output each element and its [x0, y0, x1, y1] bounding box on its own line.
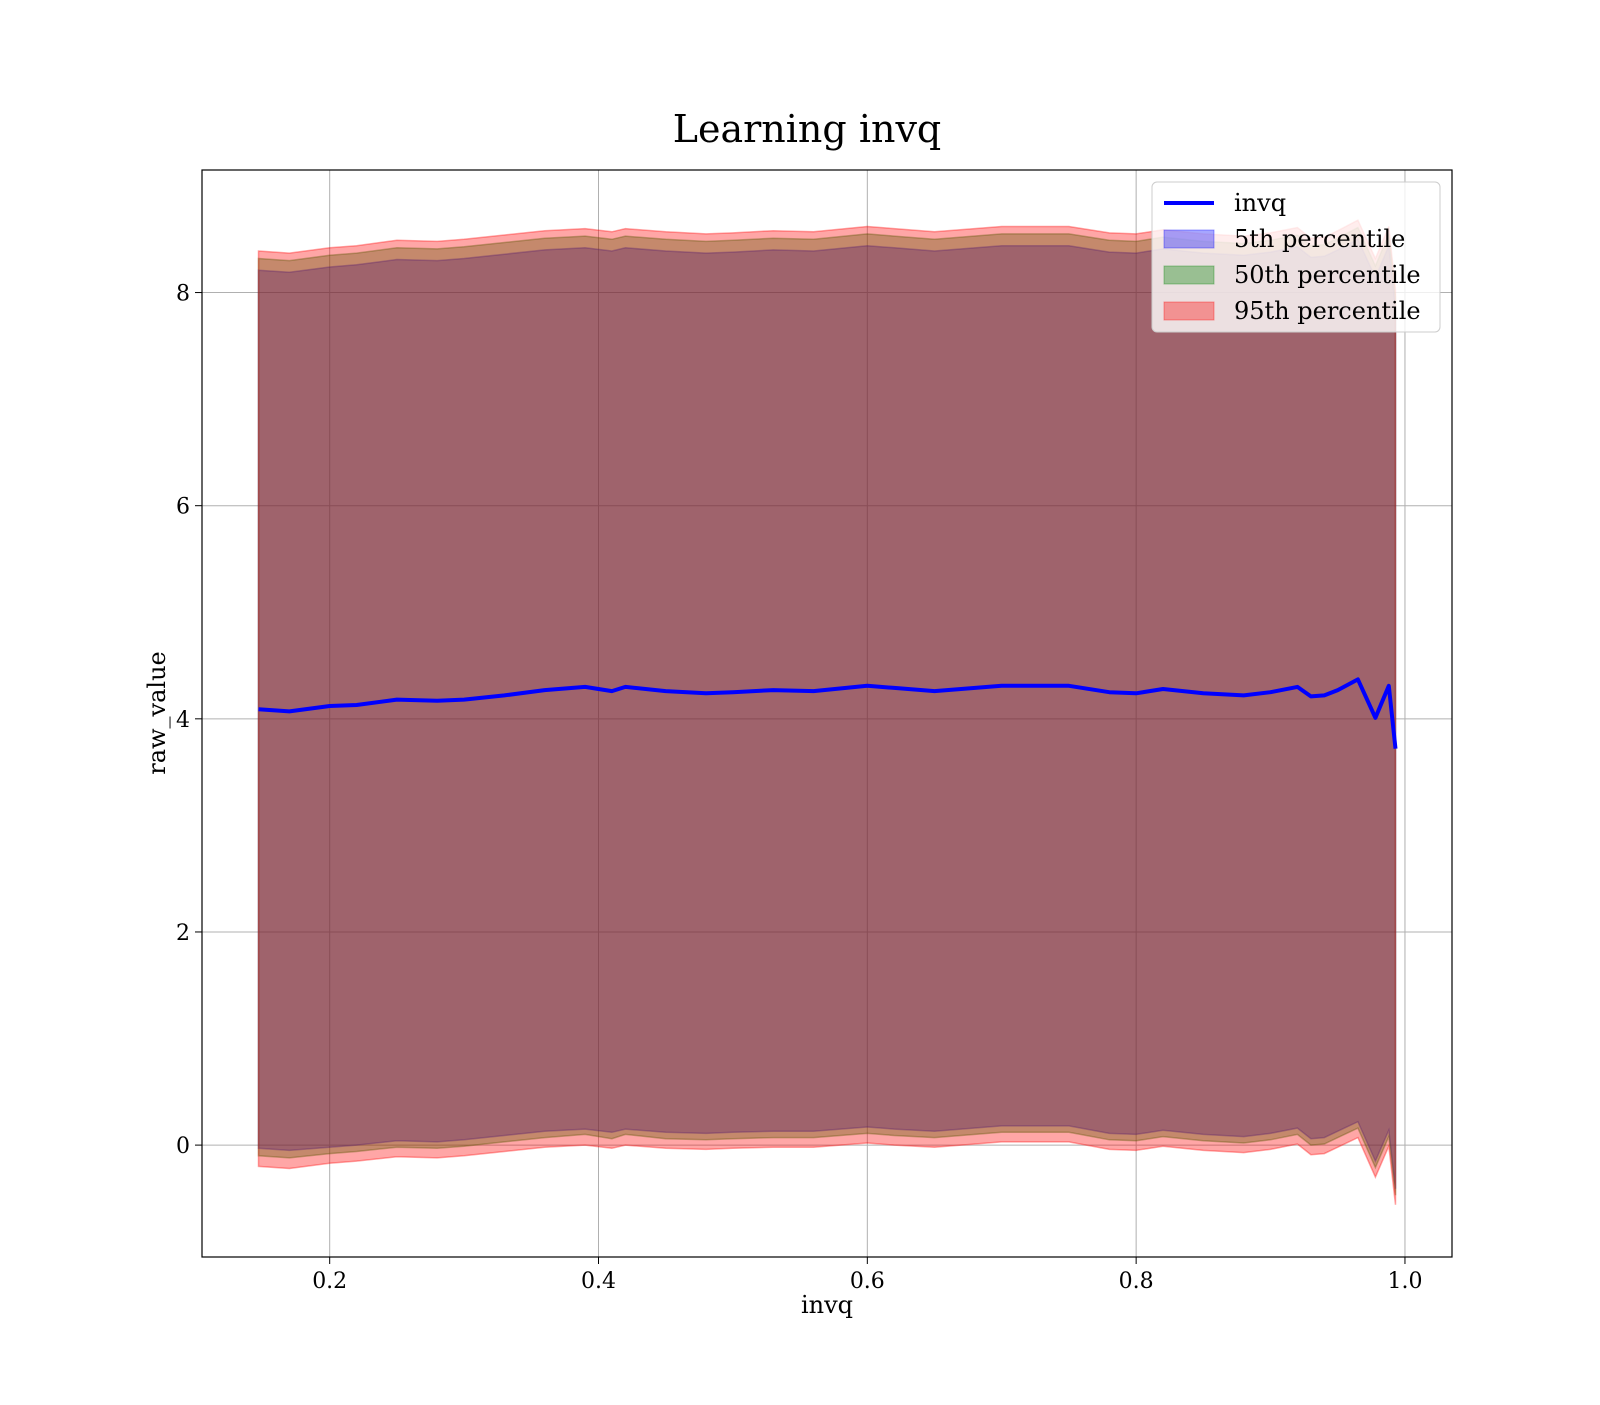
plot-frame — [201, 169, 1453, 1258]
legend-label-invq: invq — [1234, 189, 1286, 217]
legend-swatch-5th-percentile — [1163, 229, 1215, 249]
y-tick-label: 2 — [176, 921, 190, 946]
y-tick-label: 4 — [176, 708, 190, 733]
legend: invq 5th percentile 50th percentile 95th pe… — [1151, 181, 1441, 333]
y-tick-label: 0 — [176, 1134, 190, 1159]
legend-box — [1151, 181, 1441, 333]
legend-label-5th-percentile: 5th percentile — [1234, 225, 1405, 253]
legend-swatch-50th-percentile — [1163, 265, 1215, 285]
legend-swatch-95th-percentile — [1163, 301, 1215, 321]
y-tick-label: 8 — [176, 282, 190, 307]
50th-percentile-band — [257, 226, 1397, 1196]
series-lines — [258, 677, 1398, 749]
x-tick-label: 0.4 — [581, 1269, 616, 1294]
95th-percentile-band — [257, 219, 1397, 1205]
invq-line — [258, 677, 1398, 749]
y-axis-label: raw_value — [143, 651, 171, 775]
x-tick-label: 1.0 — [1387, 1269, 1422, 1294]
legend-label-95th-percentile: 95th percentile — [1234, 297, 1421, 325]
y-tick-label: 6 — [176, 495, 190, 520]
axis-ticks: 0.2 0.4 0.6 0.8 1.0 0 2 4 6 8 — [176, 282, 1422, 1294]
percentile-bands — [257, 219, 1397, 1205]
x-tick-label: 0.8 — [1119, 1269, 1154, 1294]
x-tick-label: 0.2 — [312, 1269, 347, 1294]
chart-title: Learning invq — [673, 107, 941, 151]
legend-label-50th-percentile: 50th percentile — [1234, 261, 1421, 289]
5th-percentile-band — [257, 238, 1397, 1189]
x-axis-label: invq — [801, 1291, 853, 1319]
x-tick-label: 0.6 — [850, 1269, 885, 1294]
